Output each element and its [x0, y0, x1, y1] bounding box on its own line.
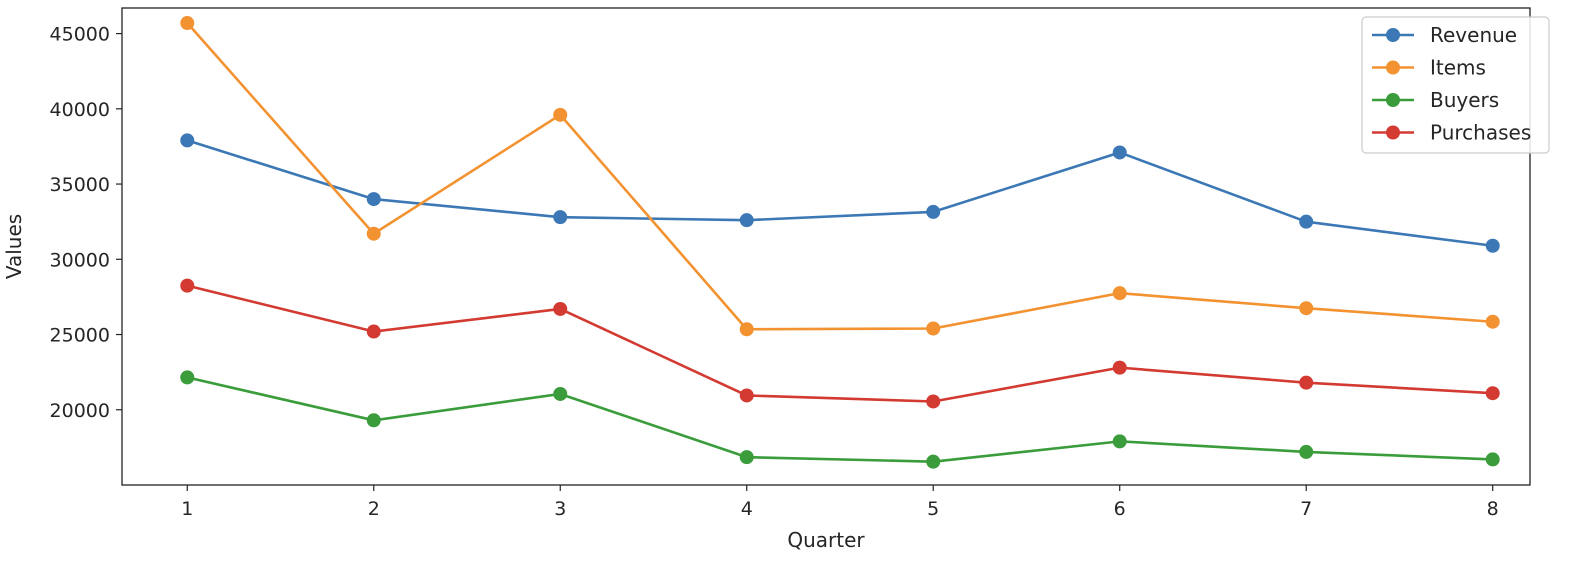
legend-item-items: Items — [1372, 56, 1486, 80]
items-point — [366, 226, 381, 241]
x-tick-label: 7 — [1300, 498, 1312, 520]
series-items — [180, 16, 1500, 337]
revenue-line — [185, 139, 1495, 248]
y-tick-label: 25000 — [50, 325, 110, 347]
revenue-point — [926, 204, 941, 219]
plot-frame — [121, 7, 1531, 486]
items-line — [185, 21, 1495, 331]
revenue-point — [553, 210, 568, 225]
items-point — [1299, 301, 1314, 316]
x-axis-label: Quarter — [787, 528, 865, 552]
buyers-point — [926, 454, 941, 469]
items-point — [926, 321, 941, 336]
y-axis-label: Values — [2, 214, 26, 279]
purchases-point — [180, 278, 195, 293]
x-tick-label: 2 — [368, 498, 380, 520]
buyers-point — [1299, 444, 1314, 459]
y-tick-label: 35000 — [50, 174, 110, 196]
purchases-point — [926, 394, 941, 409]
items-point — [1485, 314, 1500, 329]
items-point — [1112, 286, 1127, 301]
legend-item-purchases: Purchases — [1372, 121, 1531, 145]
buyers-line — [185, 376, 1495, 463]
x-tick-label: 8 — [1487, 498, 1499, 520]
series-layer — [180, 16, 1500, 469]
y-tick-label: 40000 — [50, 99, 110, 121]
items-point — [553, 107, 568, 122]
purchases-line — [185, 284, 1495, 403]
y-tick-label: 20000 — [50, 400, 110, 422]
x-tick-label: 5 — [927, 498, 939, 520]
buyers-point — [366, 413, 381, 428]
purchases-point — [366, 324, 381, 339]
legend: Revenue Items Buyers Purchases — [1361, 16, 1550, 154]
revenue-point — [739, 213, 754, 228]
series-purchases — [180, 278, 1500, 409]
x-tick-label: 3 — [554, 498, 566, 520]
items-point — [739, 322, 754, 337]
legend-label: Items — [1430, 56, 1486, 80]
y-tick-label: 45000 — [50, 24, 110, 46]
legend-box — [1361, 16, 1550, 154]
buyers-point — [1485, 452, 1500, 467]
y-tick-label: 30000 — [50, 249, 110, 271]
revenue-point — [366, 192, 381, 207]
legend-label: Purchases — [1430, 121, 1531, 145]
legend-swatch-marker — [1386, 93, 1400, 107]
purchases-point — [1485, 386, 1500, 401]
buyers-point — [180, 370, 195, 385]
axes-layer: 1 2 3 4 5 6 7 8 20000 25000 30000 35000 40000 45000 — [50, 7, 1531, 520]
purchases-point — [1299, 375, 1314, 390]
revenue-point — [1112, 145, 1127, 160]
legend-item-revenue: Revenue — [1372, 23, 1517, 47]
revenue-point — [180, 133, 195, 148]
legend-swatch-marker — [1386, 125, 1400, 140]
buyers-point — [739, 450, 754, 465]
legend-label: Revenue — [1430, 23, 1517, 47]
legend-label: Buyers — [1430, 88, 1499, 112]
x-tick-label: 4 — [741, 498, 753, 520]
buyers-point — [553, 386, 568, 401]
buyers-point — [1112, 434, 1127, 449]
x-tick-label: 6 — [1114, 498, 1126, 520]
x-tick-label: 1 — [181, 498, 193, 520]
revenue-point — [1485, 238, 1500, 253]
purchases-point — [739, 388, 754, 403]
legend-swatch-marker — [1386, 28, 1400, 42]
legend-swatch-marker — [1386, 60, 1400, 75]
series-revenue — [180, 133, 1500, 253]
legend-item-buyers: Buyers — [1372, 88, 1499, 112]
revenue-point — [1299, 214, 1314, 229]
purchases-point — [553, 301, 568, 316]
series-buyers — [180, 370, 1500, 469]
purchases-point — [1112, 360, 1127, 375]
items-point — [180, 16, 195, 31]
